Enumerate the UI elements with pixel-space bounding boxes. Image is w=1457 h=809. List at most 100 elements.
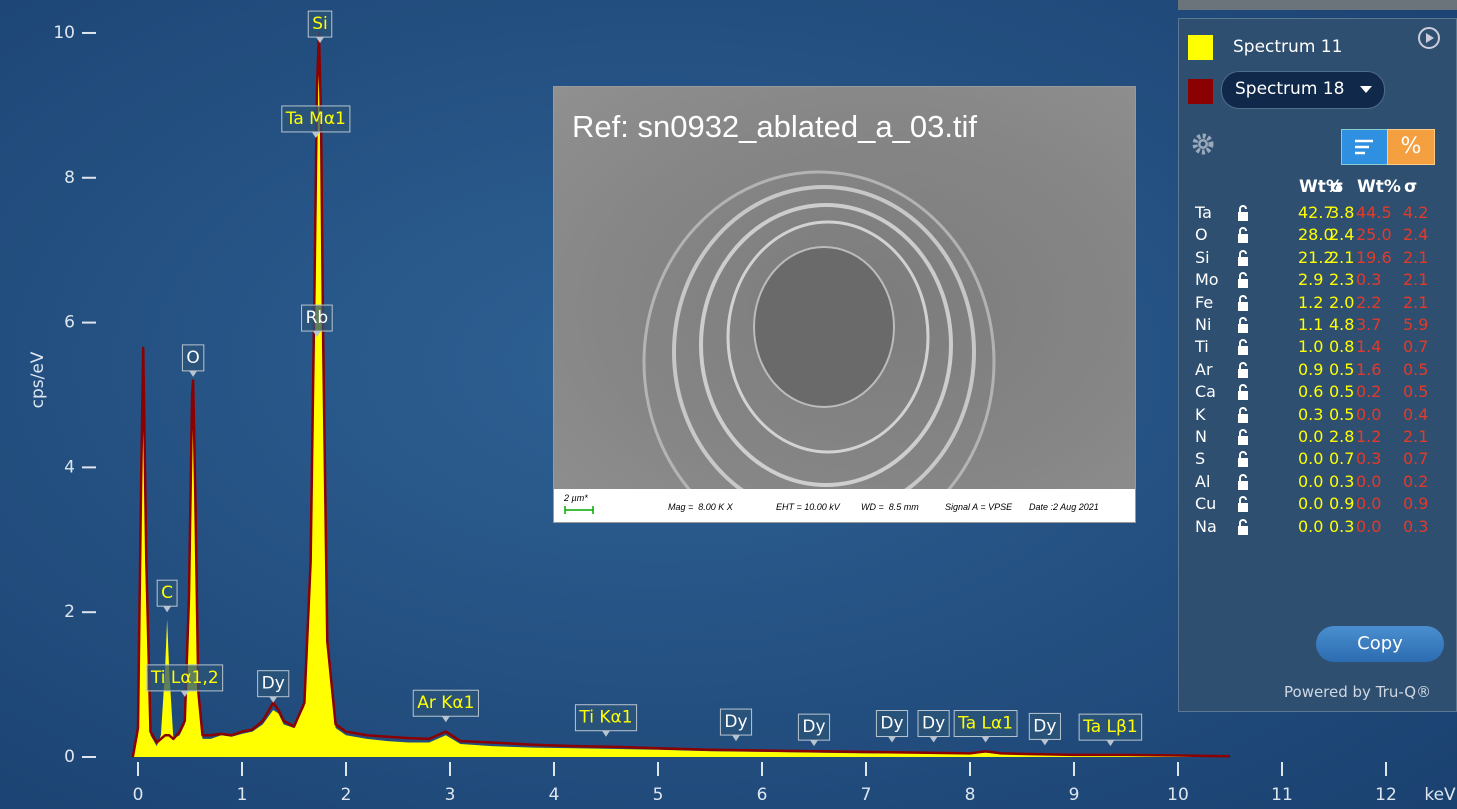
value: 0.3 bbox=[1403, 517, 1428, 536]
x-tick-label: 3 bbox=[445, 785, 456, 805]
value: 0.9 bbox=[1403, 494, 1428, 513]
lock[interactable] bbox=[1237, 361, 1249, 379]
column-header: σ bbox=[1330, 177, 1343, 197]
x-tick-label: 5 bbox=[653, 785, 664, 805]
value: 44.5 bbox=[1356, 203, 1392, 222]
peak-label: Ta Mα1 bbox=[282, 106, 350, 138]
peak-label-tip bbox=[189, 371, 197, 377]
page: cps/eV keV 02468100123456789101112SiTa M… bbox=[0, 0, 1457, 809]
list-toggle[interactable] bbox=[1341, 129, 1389, 165]
percent-toggle[interactable]: % bbox=[1387, 129, 1435, 165]
value: 0.3 bbox=[1356, 449, 1381, 468]
caret bbox=[1360, 86, 1372, 94]
lock[interactable] bbox=[1237, 495, 1249, 513]
x-tick-label: 7 bbox=[861, 785, 872, 805]
element: Ta bbox=[1195, 203, 1212, 222]
value: 0.0 bbox=[1356, 494, 1381, 513]
value: 2.8 bbox=[1329, 427, 1354, 446]
lock[interactable] bbox=[1237, 450, 1249, 468]
value: 2.1 bbox=[1403, 427, 1428, 446]
peak-label: Dy bbox=[876, 711, 907, 743]
element: Ni bbox=[1195, 315, 1211, 334]
peak-label: Ta Lβ1 bbox=[1079, 714, 1142, 746]
x-tick-label: 12 bbox=[1375, 785, 1397, 805]
value: 0.9 bbox=[1298, 360, 1323, 379]
lock[interactable] bbox=[1237, 294, 1249, 312]
legend-swatch bbox=[1188, 35, 1213, 60]
value: 3.8 bbox=[1329, 203, 1354, 222]
eht: EHT = 10.00 kV bbox=[776, 502, 840, 512]
peak-label: Dy bbox=[258, 671, 289, 703]
value: 0.7 bbox=[1403, 337, 1428, 356]
peak-label: C bbox=[157, 580, 177, 612]
x-tick-label: 2 bbox=[341, 785, 352, 805]
mag: Mag = 8.00 K X bbox=[668, 502, 733, 512]
value: 0.0 bbox=[1298, 517, 1323, 536]
value: 0.0 bbox=[1356, 405, 1381, 424]
peak-label: Ta Lα1 bbox=[954, 711, 1017, 743]
element: Na bbox=[1195, 517, 1217, 536]
value: 0.5 bbox=[1329, 382, 1354, 401]
value: 2.0 bbox=[1329, 293, 1354, 312]
settings[interactable] bbox=[1191, 132, 1215, 156]
value: 1.2 bbox=[1356, 427, 1381, 446]
lock[interactable] bbox=[1237, 226, 1249, 244]
value: 0.5 bbox=[1403, 382, 1428, 401]
value: 0.6 bbox=[1298, 382, 1323, 401]
value: 0.2 bbox=[1403, 472, 1428, 491]
value: 0.0 bbox=[1298, 449, 1323, 468]
peak-label-text: Ar Kα1 bbox=[417, 693, 474, 713]
peak-label-tip bbox=[269, 697, 277, 703]
spectrum-dropdown[interactable]: Spectrum 18 bbox=[1221, 71, 1385, 109]
lock[interactable] bbox=[1237, 271, 1249, 289]
peak-label-tip bbox=[316, 37, 324, 43]
info-bar: 2 µm* Mag = 8.00 K X EHT = 10.00 kV WD =… bbox=[554, 489, 1135, 522]
value: 1.2 bbox=[1298, 293, 1323, 312]
x-axis-label: keV bbox=[1424, 785, 1456, 805]
peak-label-text: C bbox=[161, 583, 173, 603]
x-tick-label: 11 bbox=[1271, 785, 1293, 805]
legend-entry[interactable]: Spectrum 11 bbox=[1233, 37, 1342, 57]
lock[interactable] bbox=[1237, 249, 1249, 267]
lock[interactable] bbox=[1237, 406, 1249, 424]
peak-label-tip bbox=[888, 737, 896, 743]
value: 0.0 bbox=[1298, 494, 1323, 513]
peak-label: Rb bbox=[302, 305, 333, 337]
value: 2.2 bbox=[1356, 293, 1381, 312]
lock[interactable] bbox=[1237, 473, 1249, 491]
y-tick-label: 6 bbox=[64, 313, 75, 333]
element: Fe bbox=[1195, 293, 1213, 312]
peak-label: O bbox=[182, 345, 203, 377]
value: 19.6 bbox=[1356, 248, 1392, 267]
lock[interactable] bbox=[1237, 428, 1249, 446]
wd: WD = 8.5 mm bbox=[861, 502, 919, 512]
peak-label-text: Dy bbox=[802, 717, 825, 737]
y-tick-label: 10 bbox=[53, 23, 75, 43]
play-button[interactable] bbox=[1417, 26, 1441, 50]
lock[interactable] bbox=[1237, 338, 1249, 356]
element: Ti bbox=[1195, 337, 1209, 356]
value: 0.5 bbox=[1329, 405, 1354, 424]
x-tick-label: 8 bbox=[965, 785, 976, 805]
element: Cu bbox=[1195, 494, 1216, 513]
value: 25.0 bbox=[1356, 225, 1392, 244]
value: 4.8 bbox=[1329, 315, 1354, 334]
peak-label-tip bbox=[732, 735, 740, 741]
lock[interactable] bbox=[1237, 204, 1249, 222]
peak-label-text: Dy bbox=[1033, 716, 1056, 736]
value: 0.0 bbox=[1298, 427, 1323, 446]
value: 2.1 bbox=[1403, 270, 1428, 289]
value: 2.9 bbox=[1298, 270, 1323, 289]
lock[interactable] bbox=[1237, 383, 1249, 401]
element: S bbox=[1195, 449, 1205, 468]
y-tick-label: 0 bbox=[64, 747, 75, 767]
lock[interactable] bbox=[1237, 316, 1249, 334]
peak-label-text: Dy bbox=[880, 714, 903, 734]
x-tick-label: 1 bbox=[237, 785, 248, 805]
copy-button[interactable]: Copy bbox=[1316, 626, 1444, 662]
peak-label: Dy bbox=[918, 711, 949, 743]
peak-label-text: Dy bbox=[724, 712, 747, 732]
lock[interactable] bbox=[1237, 518, 1249, 536]
y-tick-label: 4 bbox=[64, 457, 75, 477]
value: 2.1 bbox=[1329, 248, 1354, 267]
